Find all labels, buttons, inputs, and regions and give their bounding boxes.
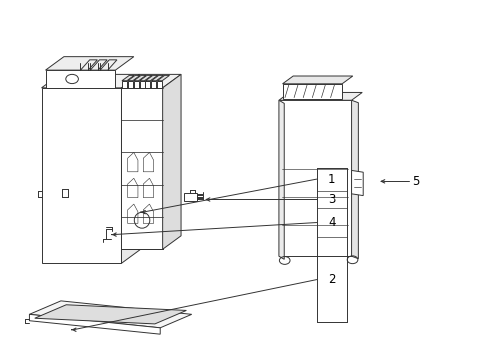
Polygon shape xyxy=(283,84,342,99)
Polygon shape xyxy=(35,305,186,324)
Text: 2: 2 xyxy=(328,273,336,286)
Polygon shape xyxy=(122,75,134,81)
Polygon shape xyxy=(157,75,170,81)
Polygon shape xyxy=(352,170,363,195)
Polygon shape xyxy=(134,75,146,81)
Polygon shape xyxy=(128,75,140,81)
Polygon shape xyxy=(29,301,192,328)
Polygon shape xyxy=(146,75,158,81)
Polygon shape xyxy=(163,75,181,249)
Text: 4: 4 xyxy=(328,216,336,229)
Polygon shape xyxy=(151,81,156,88)
Polygon shape xyxy=(146,81,150,88)
Polygon shape xyxy=(283,76,353,84)
Polygon shape xyxy=(80,60,98,70)
Polygon shape xyxy=(42,75,140,88)
Text: 5: 5 xyxy=(412,175,419,188)
Polygon shape xyxy=(279,100,284,259)
Polygon shape xyxy=(122,75,140,263)
Polygon shape xyxy=(352,100,358,259)
Polygon shape xyxy=(279,100,352,256)
Polygon shape xyxy=(157,81,162,88)
Polygon shape xyxy=(184,193,197,201)
Polygon shape xyxy=(46,70,116,88)
Polygon shape xyxy=(29,314,160,334)
Polygon shape xyxy=(134,81,139,88)
Polygon shape xyxy=(100,60,117,70)
Polygon shape xyxy=(140,81,145,88)
Polygon shape xyxy=(279,93,362,100)
Polygon shape xyxy=(122,88,163,249)
Polygon shape xyxy=(42,88,122,263)
Text: 3: 3 xyxy=(328,193,335,206)
Polygon shape xyxy=(151,75,164,81)
Polygon shape xyxy=(128,81,133,88)
Polygon shape xyxy=(90,60,107,70)
Polygon shape xyxy=(122,81,127,88)
Polygon shape xyxy=(122,75,181,88)
Polygon shape xyxy=(140,75,152,81)
Polygon shape xyxy=(46,57,134,70)
Text: 1: 1 xyxy=(328,172,336,186)
